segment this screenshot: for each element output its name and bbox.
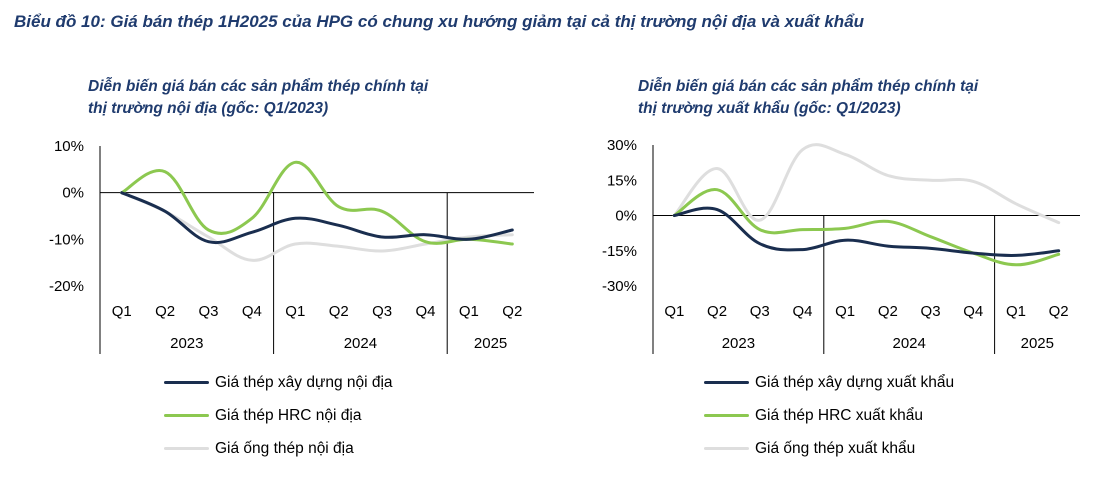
legend-domestic: Giá thép xây dựng nội địa Giá thép HRC n…	[164, 366, 393, 465]
y-tick-label: 15%	[607, 172, 637, 189]
chart-title-export: Diễn biến giá bán các sản phẩm thép chín…	[638, 76, 978, 120]
legend-item: Giá thép xây dựng xuất khẩu	[704, 366, 954, 399]
series-line	[120, 191, 514, 245]
series-line	[672, 188, 1061, 267]
chart-title-line-1: Diễn biến giá bán các sản phẩm thép chín…	[638, 78, 979, 95]
x-group-label: 2024	[893, 335, 926, 352]
x-group-label: 2025	[1021, 335, 1054, 352]
legend-item: Giá thép HRC xuất khẩu	[704, 399, 954, 432]
x-tick-label: Q2	[155, 303, 175, 320]
series-line	[120, 191, 514, 262]
legend-label: Giá thép HRC xuất khẩu	[755, 406, 924, 424]
y-tick-label: 10%	[54, 138, 84, 155]
line-chart-domestic: 10% 0% -10% -20% Q1 Q2 Q3 Q4 Q1 Q2 Q3 Q4 Q1 Q2 2023 202…	[49, 138, 534, 354]
page-title: Biểu đồ 10: Giá bán thép 1H2025 của HPG …	[14, 12, 865, 31]
legend-item: Giá thép HRC nội địa	[164, 399, 393, 432]
series-line	[120, 160, 514, 246]
series-line	[672, 143, 1061, 225]
x-tick-label: Q1	[459, 303, 479, 320]
x-tick-label: Q1	[664, 303, 684, 320]
x-tick-label: Q1	[112, 303, 132, 320]
legend-export: Giá thép xây dựng xuất khẩu Giá thép HRC…	[704, 366, 954, 465]
chart-title-domestic: Diễn biến giá bán các sản phẩm thép chín…	[88, 76, 428, 120]
legend-label: Giá thép xây dựng nội địa	[215, 373, 393, 391]
x-tick-label: Q3	[198, 303, 218, 320]
legend-swatch	[704, 447, 749, 450]
x-tick-label: Q2	[1049, 303, 1069, 320]
x-tick-label: Q4	[963, 303, 983, 320]
legend-swatch	[164, 414, 209, 417]
legend-item: Giá ống thép nội địa	[164, 432, 393, 465]
y-tick-label: 30%	[607, 137, 637, 154]
legend-swatch	[164, 447, 209, 450]
legend-label: Giá thép xây dựng xuất khẩu	[755, 373, 955, 391]
y-tick-label: 0%	[615, 208, 637, 225]
x-tick-label: Q1	[285, 303, 305, 320]
x-group-label: 2025	[474, 335, 507, 352]
y-tick-label: 0%	[62, 185, 84, 202]
legend-label: Giá ống thép nội địa	[215, 439, 354, 457]
x-tick-label: Q1	[1006, 303, 1026, 320]
x-group-label: 2023	[722, 335, 755, 352]
chart-panel-export: Diễn biến giá bán các sản phẩm thép chín…	[592, 74, 1102, 474]
x-group-label: 2023	[170, 335, 203, 352]
x-tick-label: Q1	[835, 303, 855, 320]
x-tick-label: Q3	[372, 303, 392, 320]
legend-item: Giá thép xây dựng nội địa	[164, 366, 393, 399]
legend-label: Giá thép HRC nội địa	[215, 406, 362, 424]
x-group-label: 2024	[344, 335, 377, 352]
chart-title-line-2: thị trường xuất khẩu (gốc: Q1/2023)	[638, 100, 901, 117]
x-tick-label: Q2	[329, 303, 349, 320]
chart-title-line-2: thị trường nội địa (gốc: Q1/2023)	[88, 100, 329, 117]
legend-swatch	[704, 381, 749, 384]
series-line	[672, 206, 1061, 257]
x-tick-label: Q4	[242, 303, 262, 320]
y-tick-label: -20%	[49, 278, 84, 295]
legend-item: Giá ống thép xuất khẩu	[704, 432, 954, 465]
x-tick-label: Q4	[792, 303, 812, 320]
chart-title-line-1: Diễn biến giá bán các sản phẩm thép chín…	[88, 78, 429, 95]
legend-label: Giá ống thép xuất khẩu	[755, 439, 916, 457]
chart-panel-domestic: Diễn biến giá bán các sản phẩm thép chín…	[40, 74, 560, 474]
y-tick-label: -10%	[49, 231, 84, 248]
x-tick-label: Q3	[750, 303, 770, 320]
x-tick-label: Q2	[502, 303, 522, 320]
x-tick-label: Q4	[415, 303, 435, 320]
legend-swatch	[164, 381, 209, 384]
line-chart-export: 30% 15% 0% -15% -30% Q1 Q2 Q3 Q4 Q1 Q2 Q3 Q4 Q1 Q2 2023…	[602, 137, 1080, 354]
x-tick-label: Q3	[921, 303, 941, 320]
y-tick-label: -30%	[602, 278, 637, 295]
x-tick-label: Q2	[878, 303, 898, 320]
legend-swatch	[704, 414, 749, 417]
x-tick-label: Q2	[707, 303, 727, 320]
y-tick-label: -15%	[602, 243, 637, 260]
